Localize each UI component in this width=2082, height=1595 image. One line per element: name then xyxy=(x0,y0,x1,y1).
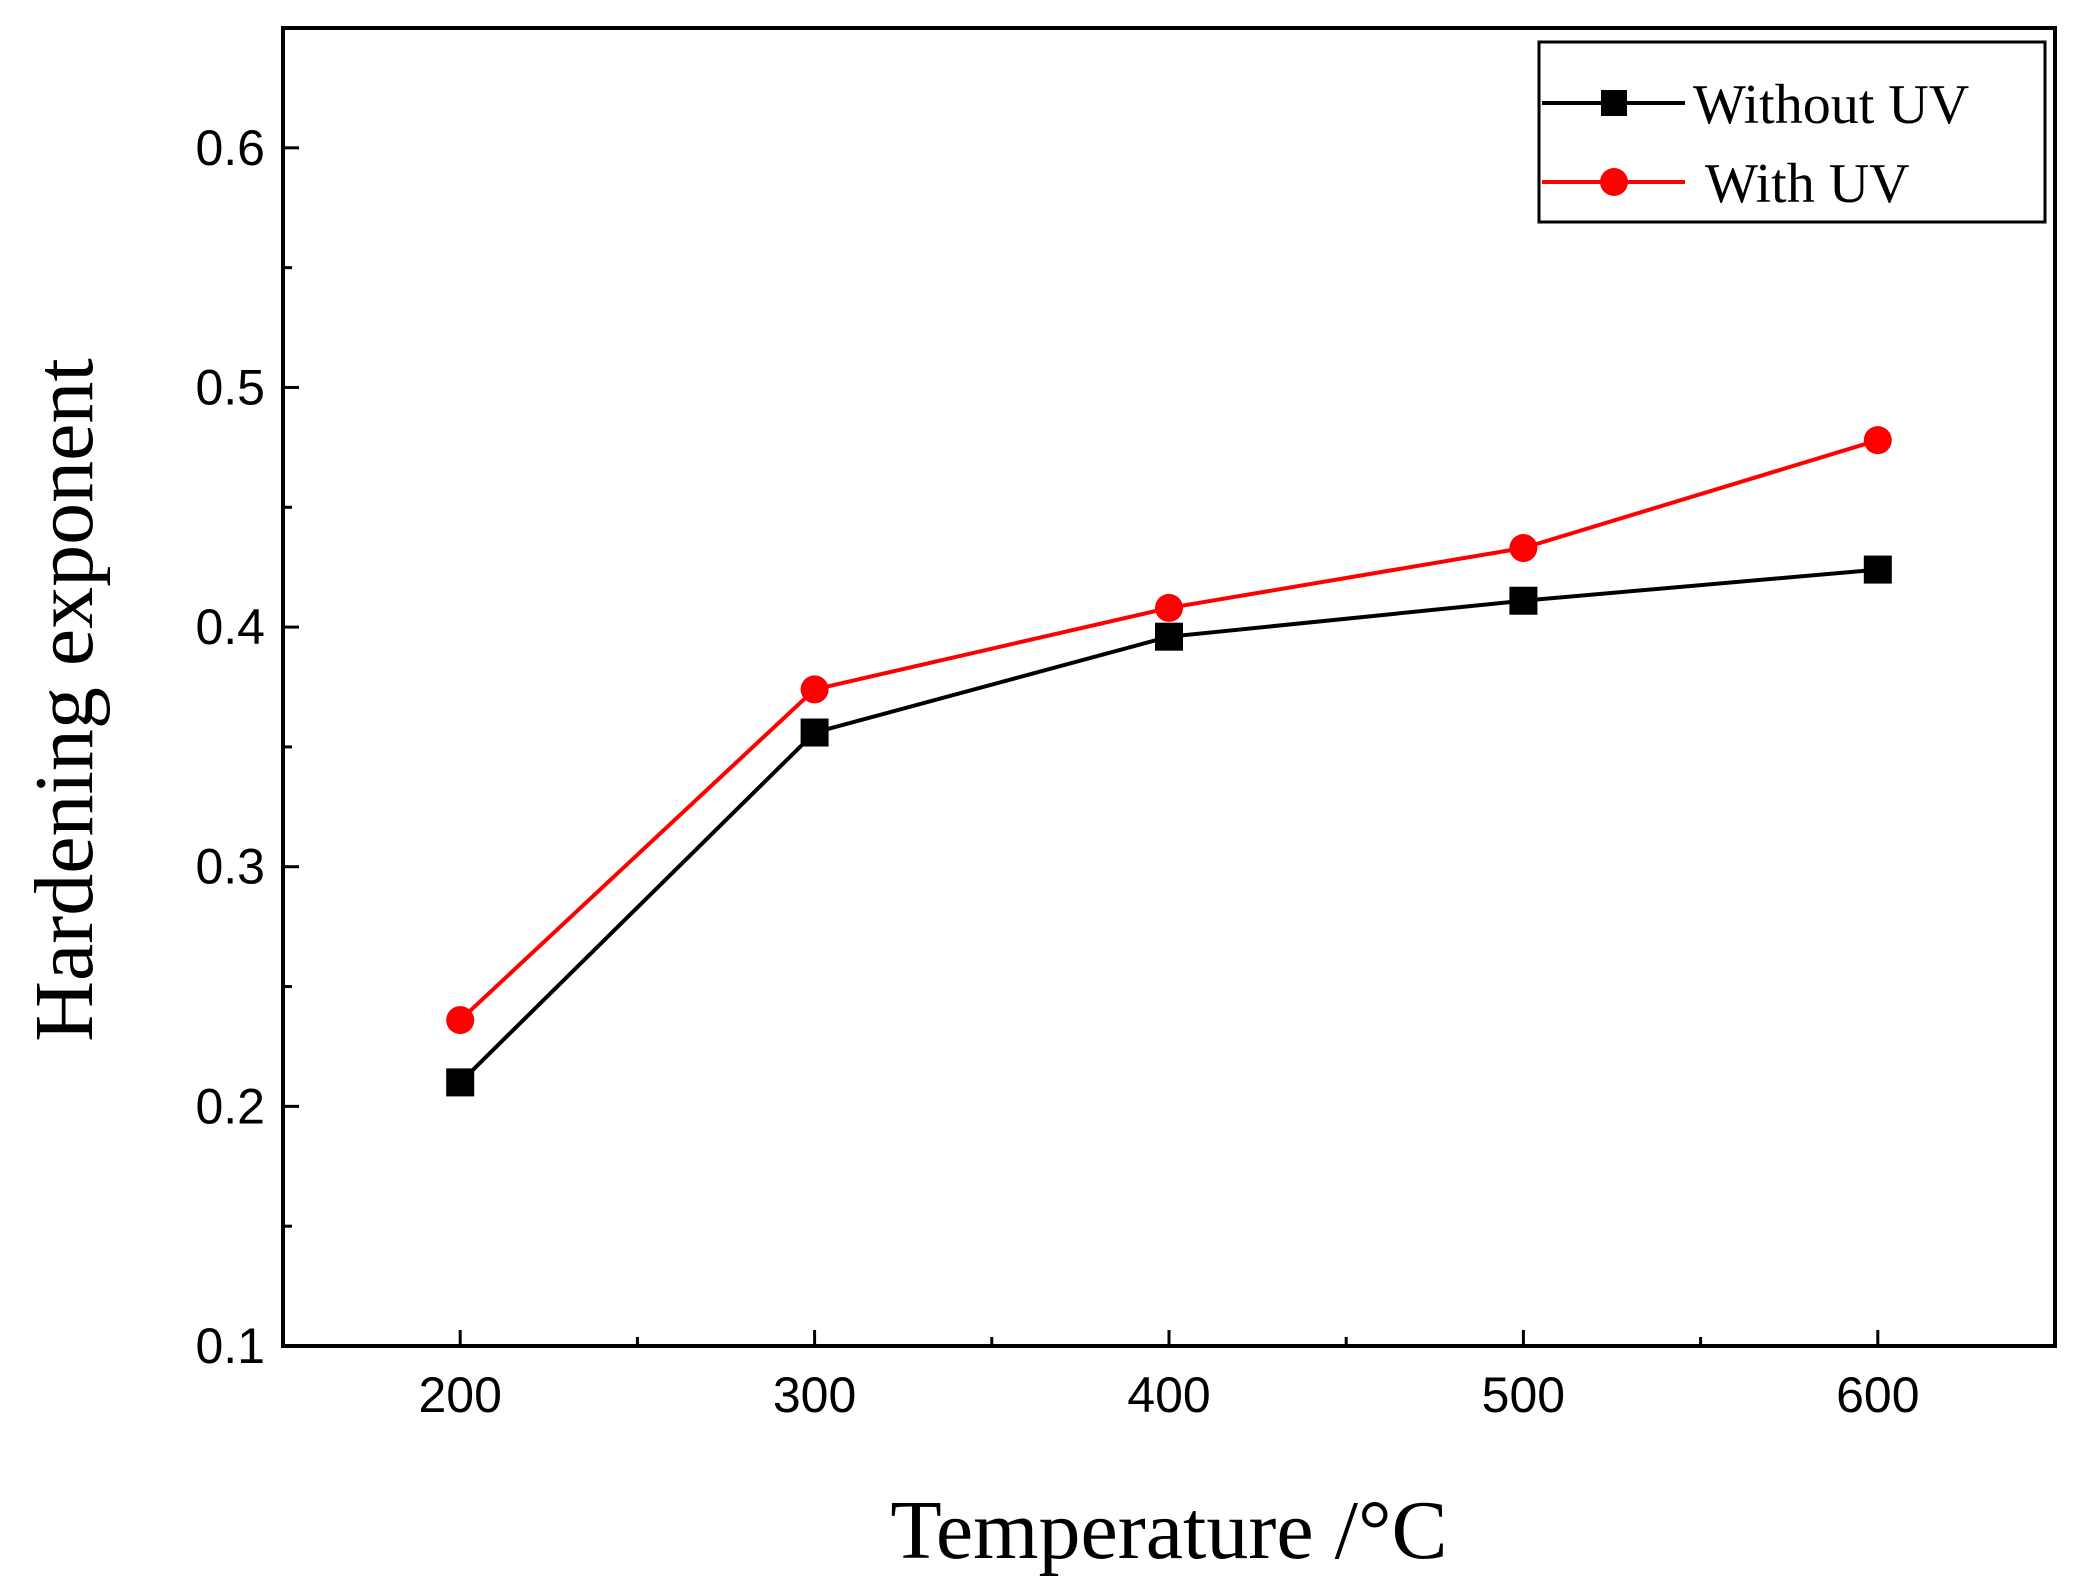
y-tick-label: 0.5 xyxy=(195,359,265,415)
legend-marker-without-uv xyxy=(1601,90,1627,116)
series-without-uv xyxy=(446,555,1892,1097)
legend-label-with-uv: With UV xyxy=(1705,153,1910,215)
series-with-uv xyxy=(446,426,1892,1035)
y-tick-label: 0.1 xyxy=(195,1318,265,1374)
plot-frame xyxy=(281,26,2057,1348)
legend: Without UV With UV xyxy=(1537,40,2047,224)
data-point xyxy=(1863,555,1892,584)
series-layer xyxy=(446,426,1892,1097)
data-point xyxy=(1155,593,1183,622)
legend-marker-with-uv xyxy=(1600,168,1628,196)
data-point xyxy=(446,1068,475,1097)
x-tick-label: 200 xyxy=(418,1367,501,1423)
x-tick-label: 500 xyxy=(1482,1367,1565,1423)
data-point xyxy=(1155,622,1183,651)
x-tick-label: 300 xyxy=(773,1367,856,1423)
y-tick-label: 0.2 xyxy=(195,1078,265,1134)
data-point xyxy=(1509,586,1538,615)
x-axis-title: Temperature /°C xyxy=(890,1484,1447,1577)
legend-label-without-uv: Without UV xyxy=(1693,74,1969,136)
x-tick-label: 600 xyxy=(1836,1367,1919,1423)
y-axis: 0.1 0.2 0.3 0.4 0.5 0.6 xyxy=(195,120,299,1374)
y-axis-title: Hardening exponent xyxy=(18,358,111,1041)
data-point xyxy=(446,1006,475,1035)
x-axis: 200 300 400 500 600 xyxy=(418,1330,1920,1423)
data-point xyxy=(800,718,829,747)
series-line xyxy=(458,438,1879,1022)
y-tick-label: 0.6 xyxy=(195,120,265,176)
data-point xyxy=(1863,426,1892,455)
x-tick-label: 400 xyxy=(1127,1367,1210,1423)
y-tick-label: 0.3 xyxy=(195,839,265,895)
data-point xyxy=(1509,534,1538,563)
y-tick-label: 0.4 xyxy=(195,599,265,655)
data-point xyxy=(800,675,829,704)
